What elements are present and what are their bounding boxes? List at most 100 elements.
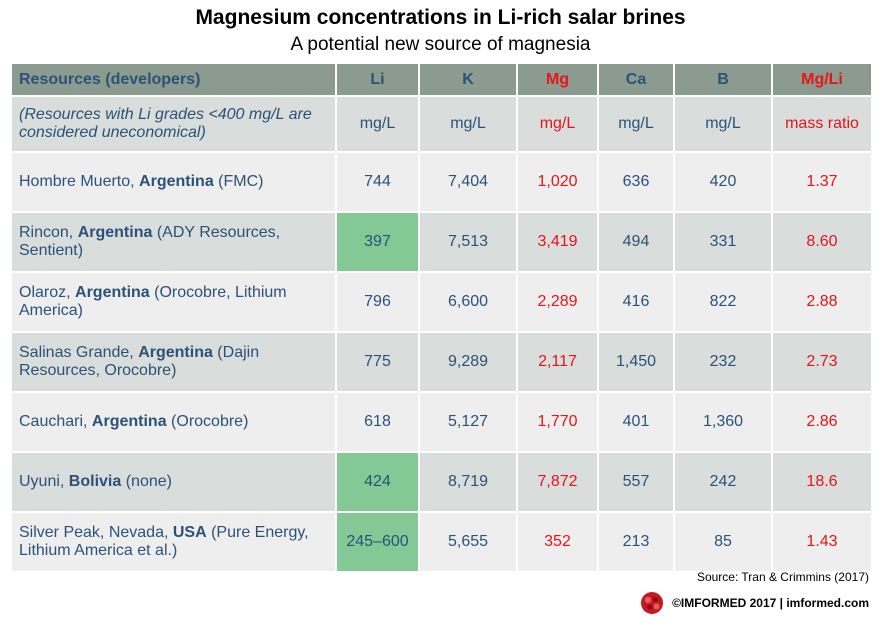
col-header-mg: Mg	[517, 64, 599, 97]
mg-value: 1,770	[517, 392, 599, 453]
b-value: 822	[674, 272, 773, 333]
table-row: Silver Peak, Nevada, USA (Pure Energy, L…	[12, 512, 873, 573]
resource-name: Hombre Muerto,	[19, 173, 140, 190]
resource-developers: (none)	[121, 473, 172, 490]
b-value: 331	[674, 212, 773, 273]
col-header-resources: Resources (developers)	[12, 64, 337, 97]
mgli-value: 1.43	[772, 512, 873, 573]
mgli-value: 2.86	[772, 392, 873, 453]
ca-value: 213	[598, 512, 675, 573]
resource-country: Argentina	[138, 344, 213, 361]
units-row: (Resources with Li grades <400 mg/L are …	[12, 96, 873, 153]
imformed-logo-icon	[641, 592, 664, 614]
col-header-ca: Ca	[598, 64, 675, 97]
resource-developers: (Pure Energy, Lithium America et al.)	[19, 524, 309, 559]
mg-value: 1,020	[517, 152, 599, 213]
col-header-li: Li	[336, 64, 420, 97]
b-value: 1,360	[674, 392, 773, 453]
li-value: 618	[336, 392, 420, 453]
mgli-value: 2.73	[772, 332, 873, 393]
mgli-value: 8.60	[772, 212, 873, 273]
mg-value: 2,289	[517, 272, 599, 333]
resource-cell: Uyuni, Bolivia (none)	[12, 452, 337, 513]
mg-value: 7,872	[517, 452, 599, 513]
resource-developers: (ADY Resources, Sentient)	[19, 224, 281, 259]
mgli-value: 2.88	[772, 272, 873, 333]
resource-cell: Salinas Grande, Argentina (Dajin Resourc…	[12, 332, 337, 393]
footer-text: ©IMFORMED 2017 | imformed.com	[672, 596, 869, 610]
k-value: 8,719	[419, 452, 518, 513]
col-header-b: B	[674, 64, 773, 97]
b-value: 232	[674, 332, 773, 393]
ca-value: 401	[598, 392, 675, 453]
b-value: 242	[674, 452, 773, 513]
unit-mgli: mass ratio	[772, 96, 873, 153]
resource-developers: (Orocobre, Lithium America)	[19, 284, 287, 319]
page-title: Magnesium concentrations in Li-rich sala…	[195, 6, 686, 29]
table-row: Salinas Grande, Argentina (Dajin Resourc…	[12, 332, 873, 393]
table-row: Rincon, Argentina (ADY Resources, Sentie…	[12, 212, 873, 273]
resource-country: Bolivia	[68, 473, 122, 490]
ca-value: 416	[598, 272, 675, 333]
mgli-value: 1.37	[772, 152, 873, 213]
resource-cell: Hombre Muerto, Argentina (FMC)	[12, 152, 337, 213]
li-value: 424	[336, 452, 420, 513]
li-value: 397	[336, 212, 420, 273]
unit-b: mg/L	[674, 96, 773, 153]
resource-country: Argentina	[91, 413, 167, 430]
unit-ca: mg/L	[598, 96, 675, 153]
mg-value: 352	[517, 512, 599, 573]
source-note: Source: Tran & Crimmins (2017)	[696, 570, 869, 584]
resource-developers: (FMC)	[213, 173, 264, 190]
mg-value: 3,419	[517, 212, 599, 273]
resource-name: Salinas Grande,	[19, 344, 139, 361]
table-body: Hombre Muerto, Argentina (FMC) 744 7,404 1,…	[12, 152, 873, 573]
resource-cell: Silver Peak, Nevada, USA (Pure Energy, L…	[12, 512, 337, 573]
resource-country: Argentina	[139, 173, 214, 190]
col-header-k: K	[419, 64, 518, 97]
resource-developers: (Orocobre)	[166, 413, 249, 430]
page-subtitle: A potential new source of magnesia	[290, 34, 591, 55]
b-value: 420	[674, 152, 773, 213]
li-value: 775	[336, 332, 420, 393]
unit-mg: mg/L	[517, 96, 599, 153]
li-value: 744	[336, 152, 420, 213]
k-value: 6,600	[419, 272, 518, 333]
k-value: 9,289	[419, 332, 518, 393]
resource-cell: Rincon, Argentina (ADY Resources, Sentie…	[12, 212, 337, 273]
resource-cell: Cauchari, Argentina (Orocobre)	[12, 392, 337, 453]
table-row: Cauchari, Argentina (Orocobre) 618 5,127 1,…	[12, 392, 873, 453]
li-value: 245–600	[336, 512, 420, 573]
table-row: Olaroz, Argentina (Orocobre, Lithium Ame…	[12, 272, 873, 333]
unit-li: mg/L	[336, 96, 420, 153]
units-note: (Resources with Li grades <400 mg/L are …	[12, 96, 337, 153]
ca-value: 494	[598, 212, 675, 273]
resource-name: Olaroz,	[19, 284, 76, 301]
table-row: Uyuni, Bolivia (none) 424 8,719 7,872 557 242…	[12, 452, 873, 513]
brine-table: Resources (developers) Li K Mg Ca B Mg/L…	[12, 64, 873, 573]
resource-country: USA	[172, 524, 207, 541]
k-value: 5,655	[419, 512, 518, 573]
resource-country: Argentina	[77, 224, 153, 241]
table-row: Hombre Muerto, Argentina (FMC) 744 7,404 1,…	[12, 152, 873, 213]
resource-country: Argentina	[75, 284, 150, 301]
ca-value: 557	[598, 452, 675, 513]
k-value: 5,127	[419, 392, 518, 453]
resource-name: Silver Peak, Nevada,	[19, 524, 173, 541]
ca-value: 636	[598, 152, 675, 213]
b-value: 85	[674, 512, 773, 573]
mg-value: 2,117	[517, 332, 599, 393]
ca-value: 1,450	[598, 332, 675, 393]
col-header-mgli: Mg/Li	[772, 64, 873, 97]
k-value: 7,404	[419, 152, 518, 213]
header-row: Resources (developers) Li K Mg Ca B Mg/L…	[12, 64, 873, 97]
mgli-value: 18.6	[772, 452, 873, 513]
resource-name: Rincon,	[19, 224, 78, 241]
resource-developers: (Dajin Resources, Orocobre)	[19, 344, 260, 379]
resource-cell: Olaroz, Argentina (Orocobre, Lithium Ame…	[12, 272, 337, 333]
footer: ©IMFORMED 2017 | imformed.com	[640, 590, 869, 616]
unit-k: mg/L	[419, 96, 518, 153]
resource-name: Cauchari,	[19, 413, 92, 430]
li-value: 796	[336, 272, 420, 333]
resource-name: Uyuni,	[19, 473, 69, 490]
